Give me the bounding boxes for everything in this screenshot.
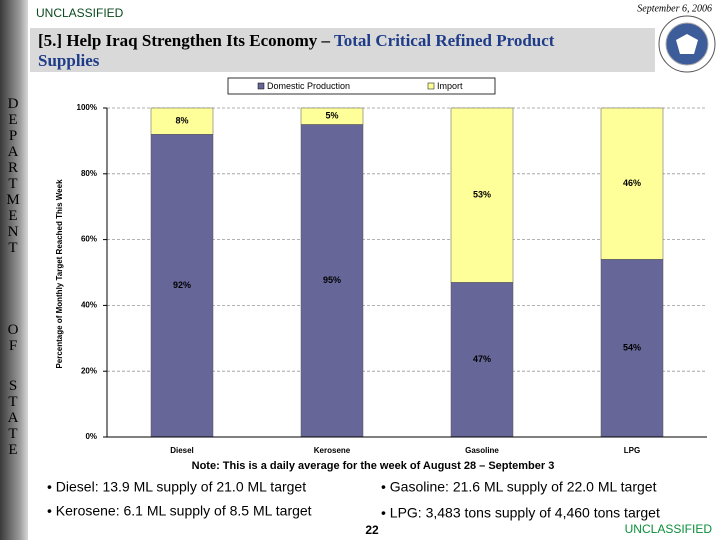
y-tick-label: 40%: [81, 301, 97, 310]
y-tick-label: 0%: [85, 432, 97, 441]
bullet: • Gasoline: 21.6 ML supply of 22.0 ML ta…: [381, 479, 657, 495]
x-tick-label: Diesel: [170, 446, 194, 455]
classification: UNCLASSIFIED: [625, 522, 713, 536]
y-tick-label: 100%: [77, 103, 97, 112]
bar-segment: [450, 282, 514, 438]
legend-swatch: [257, 82, 265, 90]
data-label: 95%: [323, 275, 341, 285]
data-label: 5%: [325, 111, 338, 121]
sidebar: [0, 0, 28, 540]
title: Supplies: [38, 51, 100, 70]
classification: UNCLASSIFIED: [36, 6, 124, 20]
seal: [658, 15, 716, 73]
legend-swatch: [427, 82, 435, 90]
bar-segment: [450, 107, 514, 283]
sidebar-word: STATE: [5, 378, 21, 458]
date: September 6, 2006: [637, 3, 712, 14]
sidebar-word: DEPARTMENT: [5, 96, 21, 256]
data-label: 53%: [473, 190, 491, 200]
y-axis-title: Percentage of Monthly Target Reached Thi…: [55, 179, 64, 369]
bullet: • LPG: 3,483 tons supply of 4,460 tons t…: [381, 505, 660, 521]
note: Note: This is a daily average for the we…: [192, 460, 555, 472]
bar-segment: [150, 134, 214, 438]
legend-label: Domestic Production: [267, 81, 350, 91]
page-number: 22: [365, 523, 379, 537]
sidebar-word: OF: [5, 322, 21, 354]
title-bar: [30, 28, 655, 72]
legend-label: Import: [437, 81, 463, 91]
bar-segment: [600, 107, 664, 260]
title-part: Total Critical Refined Product: [334, 31, 555, 50]
y-tick-label: 80%: [81, 169, 97, 178]
legend: [227, 77, 496, 95]
bullet: • Diesel: 13.9 ML supply of 21.0 ML targ…: [47, 479, 306, 495]
y-tick-label: 60%: [81, 235, 97, 244]
bar-segment: [600, 259, 664, 438]
data-label: 46%: [623, 178, 641, 188]
data-label: 8%: [175, 116, 188, 126]
x-tick-label: LPG: [624, 446, 640, 455]
bar-segment: [150, 107, 214, 135]
bullet: • Kerosene: 6.1 ML supply of 8.5 ML targ…: [47, 503, 312, 519]
title: [5.] Help Iraq Strengthen Its Economy – …: [38, 31, 555, 50]
x-tick-label: Kerosene: [314, 446, 351, 455]
title-part: [5.] Help Iraq Strengthen Its Economy –: [38, 31, 334, 50]
x-tick-label: Gasoline: [465, 446, 499, 455]
bar-segment: [300, 107, 364, 125]
data-label: 47%: [473, 354, 491, 364]
y-tick-label: 20%: [81, 366, 97, 375]
data-label: 54%: [623, 343, 641, 353]
data-label: 92%: [173, 280, 191, 290]
